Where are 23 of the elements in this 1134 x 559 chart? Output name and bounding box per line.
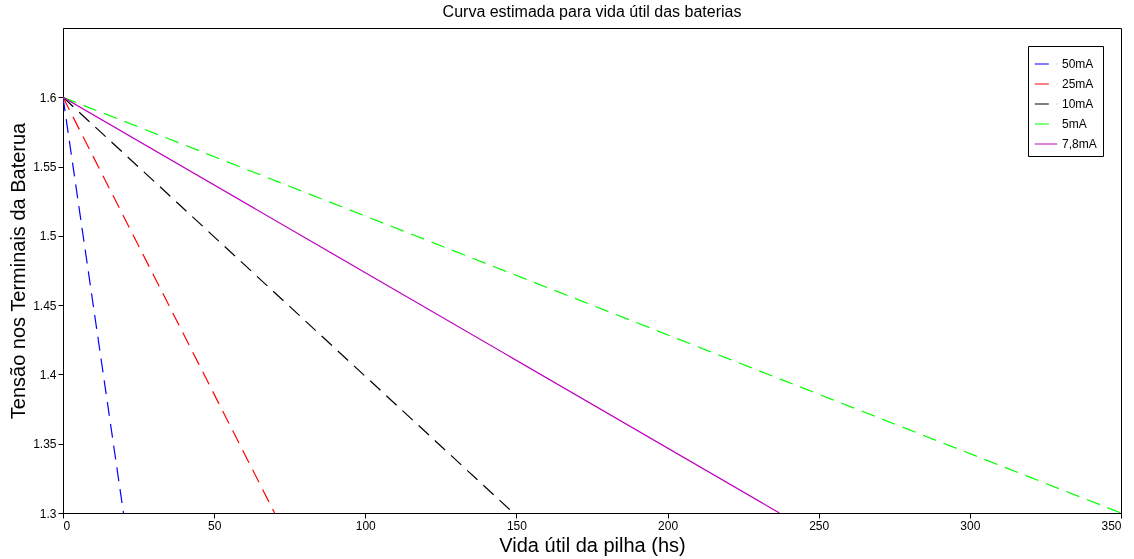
- y-tick-label: 1.55: [33, 160, 57, 175]
- legend-label: 10mA: [1062, 97, 1094, 111]
- x-tick-label: 150: [506, 518, 528, 533]
- x-axis-title: Vida útil da pilha (hs): [499, 533, 686, 556]
- legend-label: 5mA: [1062, 117, 1087, 131]
- x-tick-label: 300: [960, 518, 981, 533]
- x-tick-label: 100: [355, 518, 377, 533]
- y-tick-label: 1.3: [39, 506, 57, 521]
- x-tick-label: 200: [658, 518, 679, 533]
- x-tick-label: 350: [1101, 518, 1122, 533]
- x-tick-label: 50: [207, 518, 222, 533]
- legend-label: 25mA: [1062, 77, 1094, 91]
- y-tick-label: 1.45: [33, 298, 57, 313]
- y-tick-label: 1.6: [39, 90, 57, 105]
- y-tick-label: 1.4: [39, 367, 57, 382]
- chart-title: Curva estimada para vida útil das baterias: [442, 3, 742, 20]
- x-tick-label: 0: [63, 518, 71, 533]
- x-tick-label: 250: [809, 518, 830, 533]
- legend-label: 50mA: [1062, 57, 1094, 71]
- y-axis-title: Tensão nos Terminais da Baterua: [7, 121, 30, 420]
- y-tick-label: 1.5: [39, 229, 57, 244]
- y-tick-label: 1.35: [33, 437, 57, 452]
- legend-label: 7,8mA: [1062, 137, 1097, 151]
